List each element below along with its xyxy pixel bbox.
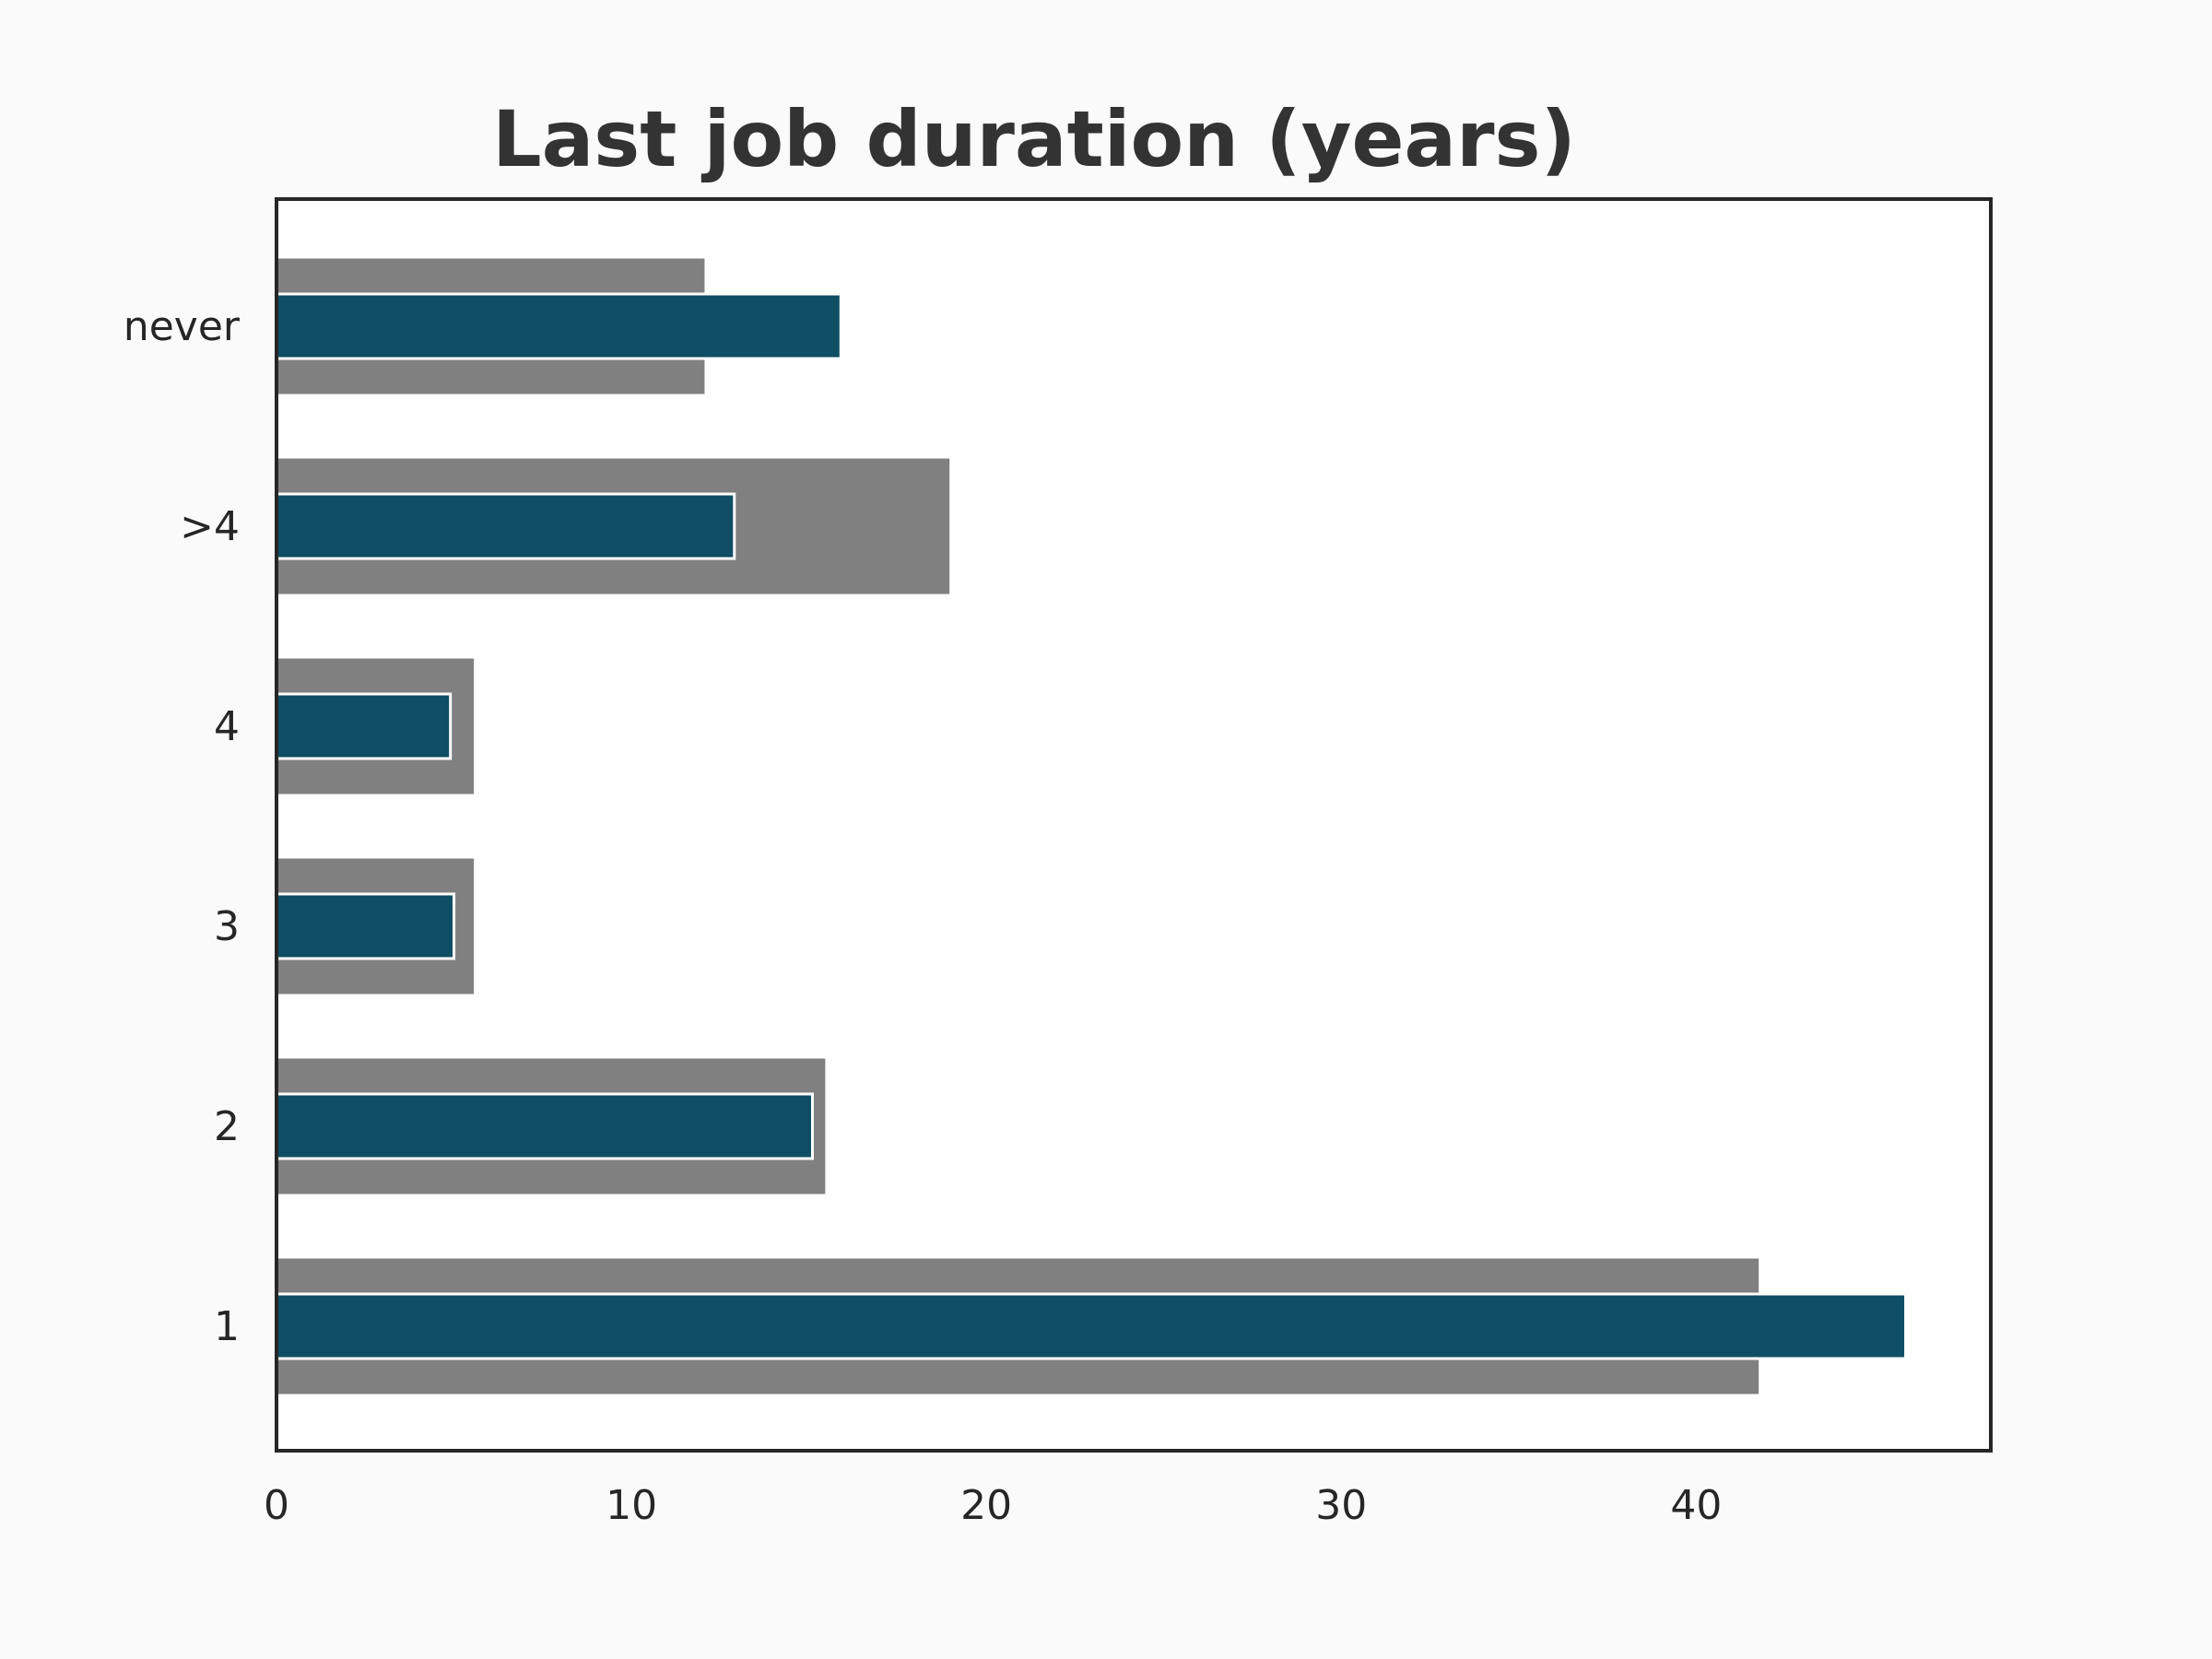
chart-title: Last job duration (years)	[492, 94, 1576, 184]
x-ticks: 0 10 20 30 40	[264, 1482, 1722, 1529]
y-tick-label: 4	[214, 703, 240, 750]
y-tick-label: >4	[180, 503, 240, 550]
plot-area	[276, 199, 1991, 1451]
plot-frame	[275, 197, 1993, 1453]
bar-s1-3	[275, 892, 456, 960]
x-tick-label: 0	[264, 1482, 289, 1529]
y-tick-label: 3	[214, 903, 240, 950]
bars-series-1	[275, 292, 1908, 1360]
bar-s1-2	[275, 1092, 814, 1160]
bar-s1-4	[275, 692, 453, 760]
y-ticks: 1 2 3 4 >4 never	[124, 303, 241, 1350]
bar-s1-never	[275, 292, 842, 360]
x-tick-label: 30	[1315, 1482, 1367, 1529]
x-tick-label: 10	[606, 1482, 657, 1529]
bar-s1-1	[275, 1292, 1908, 1360]
y-tick-label: never	[124, 303, 241, 350]
x-tick-label: 40	[1670, 1482, 1722, 1529]
x-tick-label: 20	[960, 1482, 1012, 1529]
y-tick-label: 1	[214, 1303, 240, 1350]
y-tick-label: 2	[214, 1103, 240, 1150]
bar-s1-gt4	[275, 492, 736, 560]
